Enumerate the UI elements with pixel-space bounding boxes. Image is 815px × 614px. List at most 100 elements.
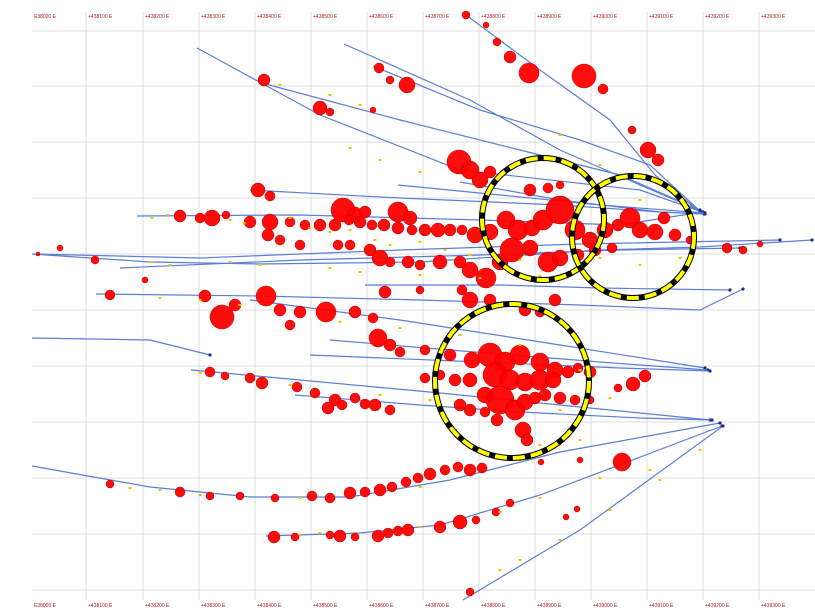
assay-intercept (463, 463, 477, 477)
assay-intercept (544, 371, 562, 389)
assay-intercept (328, 218, 342, 232)
assay-intercept (291, 381, 303, 393)
easting-tick-label: +438300 E (201, 603, 226, 609)
assay-intercept (367, 312, 379, 324)
assay-intercept (394, 346, 406, 358)
assay-intercept (482, 21, 490, 29)
minor-intercept (658, 479, 662, 481)
assay-intercept (463, 351, 481, 369)
assay-intercept (293, 305, 307, 319)
assay-intercept (545, 195, 575, 225)
assay-intercept (555, 180, 565, 190)
minor-intercept (468, 254, 472, 256)
minor-intercept (698, 449, 702, 451)
assay-intercept (325, 530, 335, 540)
collar-marker (728, 288, 732, 292)
assay-intercept (371, 529, 385, 543)
highlight-circles (432, 155, 697, 461)
assay-intercept (471, 171, 489, 189)
assay-intercept (209, 304, 235, 330)
assay-intercept (521, 239, 539, 257)
minor-intercept (498, 511, 502, 513)
assay-intercept (270, 493, 280, 503)
assay-intercept (523, 183, 537, 197)
minor-intercept (378, 394, 382, 396)
easting-tick-label: +438200 E (145, 14, 170, 20)
collar-marker (208, 353, 212, 357)
minor-intercept (358, 104, 362, 106)
easting-tick-label: +438100 E (88, 603, 113, 609)
minor-intercept (228, 219, 232, 221)
assay-intercept (606, 242, 618, 254)
assay-intercept (619, 207, 641, 229)
drillhole-trace (119, 247, 741, 269)
assay-intercept (452, 514, 468, 530)
easting-tick-label: +439000 E (593, 603, 618, 609)
assay-intercept (627, 125, 637, 135)
easting-tick-label: +439100 E (649, 14, 674, 20)
assay-intercept (613, 383, 623, 393)
minor-intercept (678, 257, 682, 259)
assay-intercept (315, 301, 337, 323)
assay-intercept (561, 365, 575, 379)
collar-marker (718, 421, 722, 425)
easting-tick-label: +438300 E (201, 14, 226, 20)
assay-intercept (385, 75, 395, 85)
assay-intercept (465, 587, 475, 597)
assay-intercept (255, 376, 269, 390)
assay-intercept (348, 305, 362, 319)
minor-intercept (558, 539, 562, 541)
assay-intercept (244, 372, 256, 384)
assay-intercept (414, 259, 426, 271)
minor-intercept (378, 159, 382, 161)
minor-intercept (318, 532, 322, 534)
assay-intercept (646, 223, 664, 241)
assay-intercept (401, 523, 415, 537)
drillhole-trace (265, 425, 723, 537)
assay-intercept (639, 141, 657, 159)
assay-intercept (443, 348, 457, 362)
collar-marker (810, 238, 814, 242)
assay-intercept (333, 529, 347, 543)
easting-tick-label: +439000 E (593, 14, 618, 20)
assay-intercept (530, 352, 550, 372)
assay-intercept (366, 219, 378, 231)
minor-intercept (328, 231, 332, 233)
assay-intercept (476, 462, 488, 474)
assay-intercept (423, 467, 437, 481)
minor-intercept (538, 497, 542, 499)
assay-intercept (299, 219, 311, 231)
assay-intercept (569, 394, 581, 406)
assay-intercept (463, 403, 477, 417)
drillhole-trace (462, 425, 724, 601)
assay-intercept (205, 491, 215, 501)
assay-intercepts (35, 10, 764, 597)
minor-intercept (538, 444, 542, 446)
easting-tick-label: +438600 E (369, 14, 394, 20)
assay-intercept (250, 182, 266, 198)
assay-intercept (433, 520, 447, 534)
easting-tick-label: +438500 E (313, 603, 338, 609)
assay-intercept (756, 240, 764, 248)
minor-intercept (198, 494, 202, 496)
assay-intercept (461, 10, 471, 20)
highlight-circle-dash (480, 156, 606, 282)
assay-intercept (264, 190, 276, 202)
assay-intercept (638, 369, 652, 383)
easting-tick-label: +438400 E (257, 14, 282, 20)
minor-intercept (608, 509, 612, 511)
easting-tick-label: E38000 E (34, 603, 57, 609)
collar-marker (721, 424, 725, 428)
assay-intercept (343, 214, 355, 226)
easting-tick-label: +438600 E (369, 603, 394, 609)
minor-intercept (388, 244, 392, 246)
highlight-circle (479, 155, 607, 283)
assay-intercept (572, 362, 584, 374)
assay-intercept (461, 291, 479, 309)
assay-intercept (439, 464, 451, 476)
assay-intercept (284, 319, 296, 331)
minor-intercept (338, 321, 342, 323)
easting-tick-label: +438400 E (257, 603, 282, 609)
drillhole-trace (459, 181, 706, 215)
assay-intercept (386, 481, 398, 493)
